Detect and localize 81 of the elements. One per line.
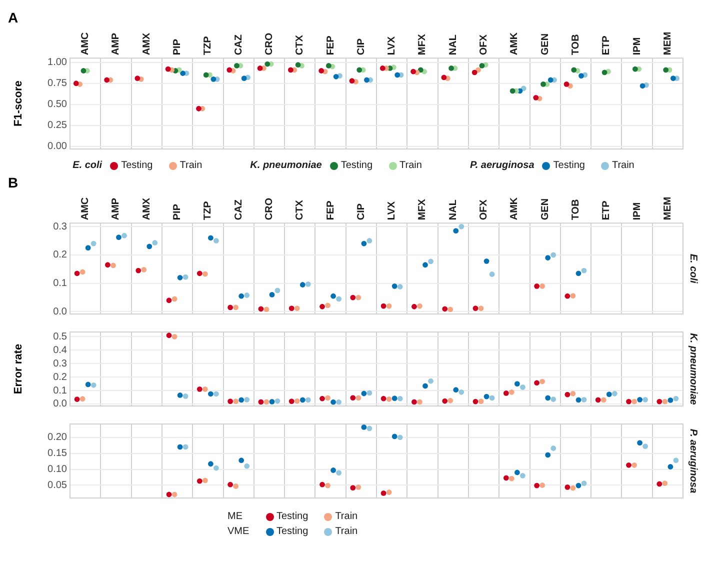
y-axis-title: F1-score <box>12 80 25 126</box>
y-axis-title: Error rate <box>12 344 25 394</box>
x-tick-label: TOB <box>570 199 582 220</box>
legend-label: Train <box>400 160 422 171</box>
x-tick-label: PIP <box>172 204 184 220</box>
x-tick-label: CIP <box>356 38 367 56</box>
x-tick-label: IPM <box>632 202 643 220</box>
x-tick-label: CRO <box>264 32 275 56</box>
y-tick-label: 0.1 <box>53 278 68 290</box>
legend-label: Train <box>335 511 358 522</box>
text: K. pneumoniae <box>250 160 322 171</box>
legend-label: Testing <box>276 526 308 537</box>
y2-axis-title: K. pneumoniae <box>687 333 698 406</box>
y2-axis-title: P. aeruginosa <box>687 428 698 494</box>
x-tick-label: FEP <box>325 35 336 56</box>
y-tick-label: 0.75 <box>48 78 68 90</box>
x-tick-label: CAZ <box>233 200 244 220</box>
x-tick-label: TZP <box>202 36 214 56</box>
x-tick-label: TZP <box>202 200 214 220</box>
legend-label: Train <box>180 160 202 171</box>
x-tick-label: MEM <box>662 32 674 56</box>
x-tick-label: ETP <box>601 35 612 56</box>
y-tick-label: 0.15 <box>48 448 68 460</box>
y-tick-label: 0.00 <box>48 141 68 152</box>
legend-label: Train <box>335 526 358 537</box>
x-tick-label: LVX <box>386 201 398 220</box>
x-tick-label: AMK <box>509 32 520 56</box>
y-tick-label: 0.3 <box>53 358 68 370</box>
x-tick-label: LVX <box>386 36 398 56</box>
y-tick-label: 0.25 <box>48 120 68 132</box>
y-tick-label: 0.2 <box>53 250 68 261</box>
x-tick-label: MEM <box>662 196 674 220</box>
x-tick-label: CAZ <box>233 34 244 56</box>
y-tick-label: 0.50 <box>48 99 68 110</box>
chart-title: B <box>8 174 18 190</box>
legend-label: Testing <box>340 160 373 171</box>
legend-label: Testing <box>276 511 308 522</box>
y-tick-label: 1.00 <box>48 57 68 68</box>
x-tick-label: CTX <box>294 200 306 220</box>
x-tick-label: MFX <box>417 198 428 220</box>
x-tick-label: GEN <box>540 33 551 56</box>
y-tick-label: 0.20 <box>48 432 68 444</box>
x-tick-label: OFX <box>478 34 490 56</box>
y-tick-label: 0.5 <box>53 331 68 342</box>
chart-title: A <box>8 9 18 26</box>
x-tick-label: NAL <box>448 34 459 56</box>
y-tick-label: 0.2 <box>53 372 68 383</box>
text: ME <box>228 511 244 522</box>
x-tick-label: GEN <box>540 198 551 220</box>
x-tick-label: OFX <box>478 199 490 220</box>
x-tick-label: AMK <box>509 196 520 220</box>
y-tick-label: 0.0 <box>53 306 68 318</box>
x-tick-label: NAL <box>448 200 459 220</box>
x-tick-label: CTX <box>294 34 306 56</box>
x-tick-label: AMC <box>80 32 92 56</box>
text: E. coli <box>72 160 102 171</box>
y-tick-label: 0.3 <box>53 221 68 232</box>
legend-label: Testing <box>553 160 585 171</box>
x-tick-label: AMP <box>110 198 122 220</box>
text: P. aeruginosa <box>470 160 534 171</box>
x-tick-label: AMX <box>141 32 152 56</box>
y-tick-label: 0.0 <box>53 398 68 410</box>
x-tick-label: TOB <box>570 34 582 56</box>
x-tick-label: FEP <box>325 200 336 220</box>
legend-label: Testing <box>121 160 153 171</box>
x-tick-label: AMP <box>110 32 122 56</box>
x-tick-label: ETP <box>601 200 612 220</box>
legend-label: Train <box>612 160 634 171</box>
y-tick-label: 0.10 <box>48 464 68 476</box>
x-tick-label: PIP <box>172 38 184 56</box>
y-tick-label: 0.4 <box>53 344 68 356</box>
text: VME <box>228 526 250 537</box>
x-tick-label: CRO <box>264 198 275 220</box>
x-tick-label: MFX <box>417 34 428 56</box>
x-tick-label: AMX <box>141 198 152 220</box>
y-tick-label: 0.05 <box>48 480 68 491</box>
x-tick-label: AMC <box>80 197 92 220</box>
x-tick-label: CIP <box>356 203 367 220</box>
y-tick-label: 0.1 <box>53 385 68 396</box>
x-tick-label: IPM <box>632 37 643 56</box>
y2-axis-title: E. coli <box>687 254 698 284</box>
